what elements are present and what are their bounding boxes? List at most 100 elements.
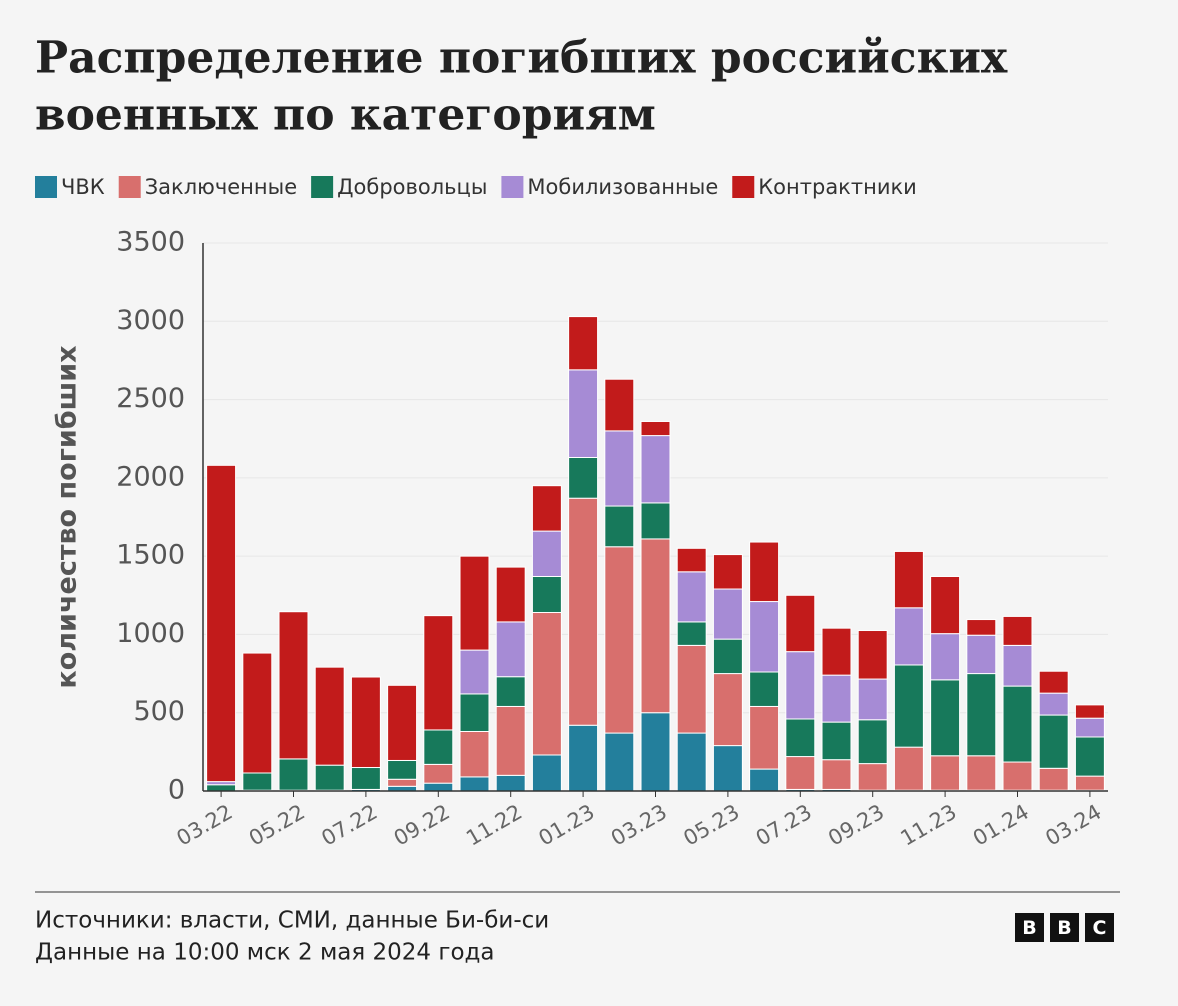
- bar-segment: [495, 705, 526, 776]
- legend-swatch: [311, 176, 334, 198]
- bar-segment: [1074, 704, 1105, 719]
- bar-segment: [821, 759, 852, 790]
- bar-segment: [531, 754, 562, 792]
- bar-segment: [785, 651, 816, 720]
- bar-segment: [206, 784, 237, 792]
- bar-segment: [495, 774, 526, 792]
- chart-title: Распределение погибших российских: [35, 33, 1008, 84]
- y-tick-label: 1000: [116, 618, 185, 649]
- bar-segment: [423, 782, 454, 792]
- bar-segment: [640, 435, 671, 504]
- legend-swatch: [501, 176, 524, 198]
- bar-segment: [350, 767, 381, 790]
- bar-segment: [930, 755, 961, 791]
- y-tick-label: 500: [133, 696, 185, 727]
- bar-segment: [640, 538, 671, 714]
- legend-label: Заключенные: [145, 175, 297, 199]
- bar-segment: [676, 621, 707, 646]
- bar-segment: [640, 712, 671, 792]
- bar-segment: [1074, 775, 1105, 791]
- y-tick-label: 3000: [116, 305, 185, 336]
- chart-title: военных по категориям: [35, 90, 656, 141]
- bar-segment: [531, 485, 562, 532]
- bar-segment: [604, 546, 635, 734]
- bar-segment: [459, 555, 490, 651]
- bar-segment: [930, 679, 961, 757]
- bar-segment: [1038, 767, 1069, 791]
- y-tick-label: 0: [168, 775, 185, 806]
- bar-segment: [712, 554, 743, 590]
- bar-segment: [459, 776, 490, 792]
- bar-segment: [1002, 615, 1033, 646]
- bar-segment: [314, 666, 345, 766]
- bar-segment: [966, 755, 997, 791]
- bar-segment: [459, 649, 490, 695]
- bar-segment: [893, 746, 924, 791]
- bar-segment: [676, 547, 707, 573]
- logo-block: [1050, 913, 1079, 942]
- y-tick-label: 2500: [116, 383, 185, 414]
- bar-segment: [749, 601, 780, 673]
- bar-segment: [821, 721, 852, 761]
- bar-segment: [568, 457, 599, 499]
- bar-segment: [278, 611, 309, 760]
- bar-segment: [712, 588, 743, 640]
- bar-segment: [785, 756, 816, 790]
- bar-segment: [966, 619, 997, 636]
- bar-segment: [1038, 692, 1069, 716]
- bar-segment: [857, 763, 888, 791]
- bar-segment: [531, 530, 562, 577]
- bar-segment: [785, 718, 816, 758]
- bar-segment: [242, 652, 273, 774]
- bar-segment: [314, 764, 345, 791]
- bar-segment: [604, 378, 635, 432]
- bar-segment: [206, 464, 237, 783]
- logo-block: [1015, 913, 1044, 942]
- legend-label: Контрактники: [758, 175, 917, 199]
- bar-segment: [387, 778, 418, 787]
- y-tick-label: 1500: [116, 540, 185, 571]
- bar-segment: [785, 594, 816, 653]
- logo-letter: B: [1022, 917, 1036, 939]
- bar-segment: [893, 607, 924, 666]
- bar-segment: [857, 719, 888, 765]
- legend-swatch: [118, 176, 141, 198]
- bar-segment: [640, 502, 671, 540]
- bar-segment: [1074, 717, 1105, 738]
- bar-segment: [495, 566, 526, 623]
- bar-segment: [712, 638, 743, 675]
- legend-label: Добровольцы: [337, 175, 487, 199]
- bar-segment: [749, 671, 780, 707]
- bar-segment: [930, 575, 961, 635]
- bar-segment: [712, 673, 743, 747]
- bar-segment: [387, 684, 418, 761]
- bar-segment: [749, 768, 780, 792]
- bar-segment: [821, 674, 852, 723]
- legend-label: Мобилизованные: [527, 175, 718, 199]
- bar-segment: [1002, 644, 1033, 687]
- logo-letter: C: [1093, 917, 1107, 939]
- bar-segment: [604, 430, 635, 507]
- bar-segment: [749, 541, 780, 603]
- bar-segment: [568, 497, 599, 726]
- bar-segment: [459, 731, 490, 778]
- bar-segment: [1038, 714, 1069, 769]
- bar-segment: [423, 615, 454, 731]
- y-axis-label: количество погибших: [52, 345, 83, 688]
- bar-segment: [531, 612, 562, 756]
- bar-segment: [350, 676, 381, 769]
- legend-swatch: [35, 176, 57, 198]
- bar-segment: [568, 724, 599, 792]
- bar-segment: [423, 729, 454, 765]
- bar-segment: [1074, 736, 1105, 777]
- bar-segment: [893, 550, 924, 609]
- bar-segment: [676, 644, 707, 734]
- bar-segment: [749, 705, 780, 770]
- bar-segment: [821, 627, 852, 676]
- bar-segment: [495, 621, 526, 678]
- bar-segment: [423, 763, 454, 784]
- bar-segment: [857, 630, 888, 680]
- bar-segment: [930, 633, 961, 681]
